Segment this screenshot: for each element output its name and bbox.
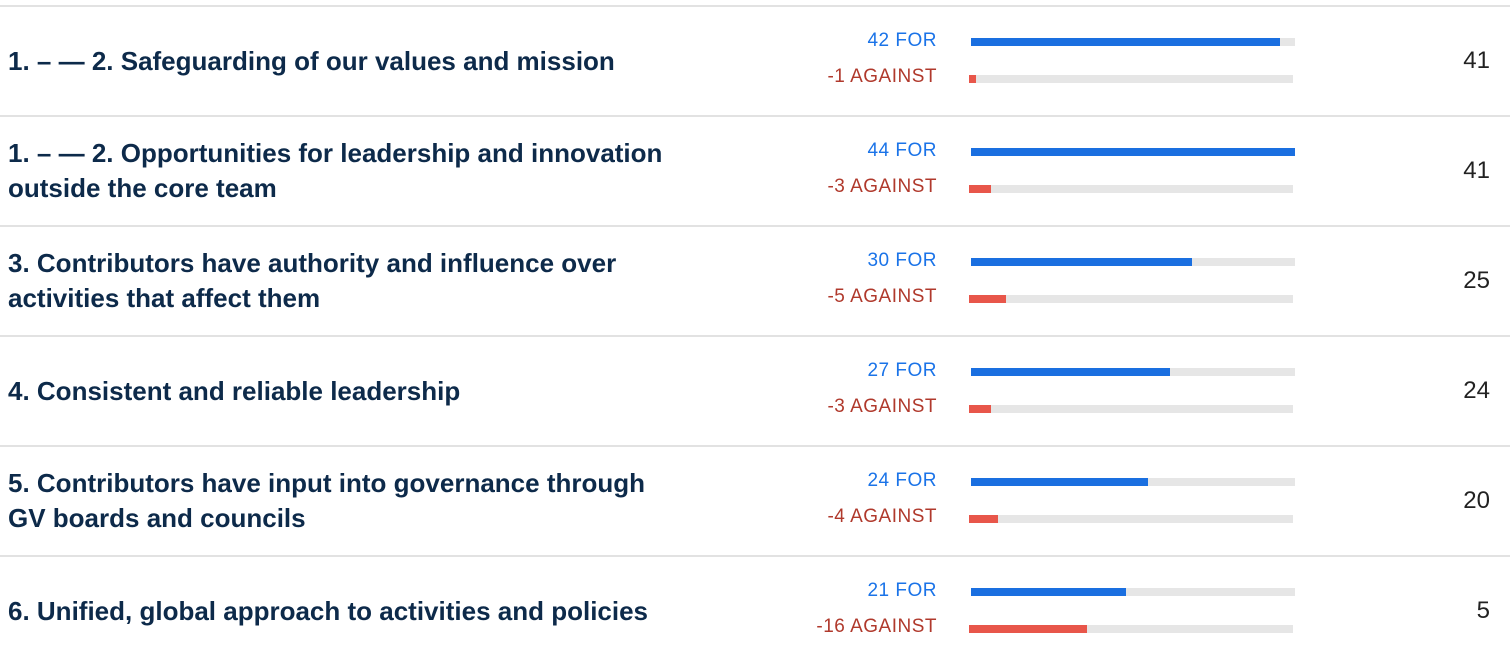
vote-label: -5 AGAINST [827, 286, 937, 307]
bar-track [969, 405, 1293, 413]
item-label: 4. Consistent and reliable leadership [8, 375, 461, 406]
bar [971, 588, 1126, 596]
bar [969, 625, 1087, 633]
bar-track [971, 478, 1295, 486]
bar-track [971, 258, 1295, 266]
vote-label: 21 FOR [867, 580, 937, 601]
item-label: 6. Unified, global approach to activitie… [8, 595, 649, 626]
bar [971, 148, 1295, 156]
bar [971, 38, 1281, 46]
bar [969, 295, 1006, 303]
result-row: 6. Unified, global approach to activitie… [0, 555, 1510, 660]
bar-track [969, 295, 1293, 303]
result-row: 4. Consistent and reliable leadership 27 … [0, 335, 1510, 445]
vote-label: 30 FOR [867, 250, 937, 271]
result-row: 3. Contributors have authority and influ… [0, 225, 1510, 335]
total-score: 20 [1463, 487, 1490, 514]
total-score: 5 [1476, 597, 1490, 624]
item-label: 3. Contributors have authority and influ… [8, 248, 617, 313]
bar [969, 405, 992, 413]
vote-label: 42 FOR [867, 30, 937, 51]
result-row: 1. – — 2. Safeguarding of our values and… [0, 5, 1510, 115]
vote-label: 44 FOR [867, 140, 937, 161]
item-label: 5. Contributors have input into governan… [8, 468, 646, 533]
bar-track [969, 625, 1293, 633]
total-score: 41 [1463, 157, 1490, 184]
bar-track [971, 368, 1295, 376]
bar [971, 478, 1148, 486]
bar [971, 368, 1170, 376]
vote-label: 24 FOR [867, 470, 937, 491]
bar [969, 75, 977, 83]
total-score: 24 [1463, 377, 1490, 404]
vote-label: -4 AGAINST [827, 506, 937, 527]
bar [969, 185, 992, 193]
bar-track [971, 588, 1295, 596]
item-label: 1. – — 2. Safeguarding of our values and… [8, 45, 615, 76]
bar-track [969, 515, 1293, 523]
vote-label: -1 AGAINST [827, 66, 937, 87]
bar-track [971, 38, 1295, 46]
bar [971, 258, 1192, 266]
vote-label: -3 AGAINST [827, 176, 937, 197]
vote-label: -3 AGAINST [827, 396, 937, 417]
bar-track [969, 75, 1293, 83]
vote-label: 27 FOR [867, 360, 937, 381]
vote-label: -16 AGAINST [816, 616, 937, 637]
bar-track [969, 185, 1293, 193]
total-score: 41 [1463, 47, 1490, 74]
total-score: 25 [1463, 267, 1490, 294]
bar [969, 515, 999, 523]
bar-track [971, 148, 1295, 156]
item-label: 1. – — 2. Opportunities for leadership a… [8, 138, 663, 203]
result-row: 5. Contributors have input into governan… [0, 445, 1510, 555]
result-row: 1. – — 2. Opportunities for leadership a… [0, 115, 1510, 225]
